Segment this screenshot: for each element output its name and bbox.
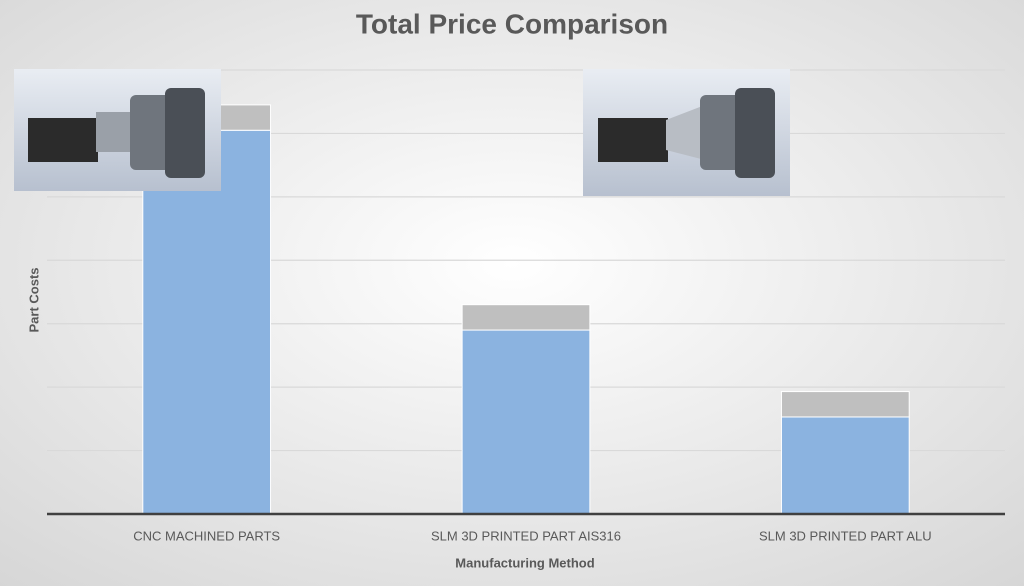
x-axis-title: Manufacturing Method <box>455 555 594 570</box>
bar-segment <box>461 304 591 331</box>
bar-segment <box>142 129 272 515</box>
chart-title: Total Price Comparison <box>356 8 668 39</box>
photo <box>14 69 221 191</box>
plot-area: CNC MACHINED PARTS SLM 3D PRINTED PART AI… <box>47 69 1005 543</box>
bar-segment <box>780 391 910 418</box>
bar-segment <box>780 416 910 515</box>
x-tick-label: SLM 3D PRINTED PART ALU <box>759 528 932 543</box>
x-tick-label: SLM 3D PRINTED PART AIS316 <box>431 528 621 543</box>
bar-segment <box>461 329 591 515</box>
y-axis-title: Part Costs <box>26 267 41 332</box>
photo <box>583 69 790 196</box>
x-tick-label: CNC MACHINED PARTS <box>133 528 280 543</box>
